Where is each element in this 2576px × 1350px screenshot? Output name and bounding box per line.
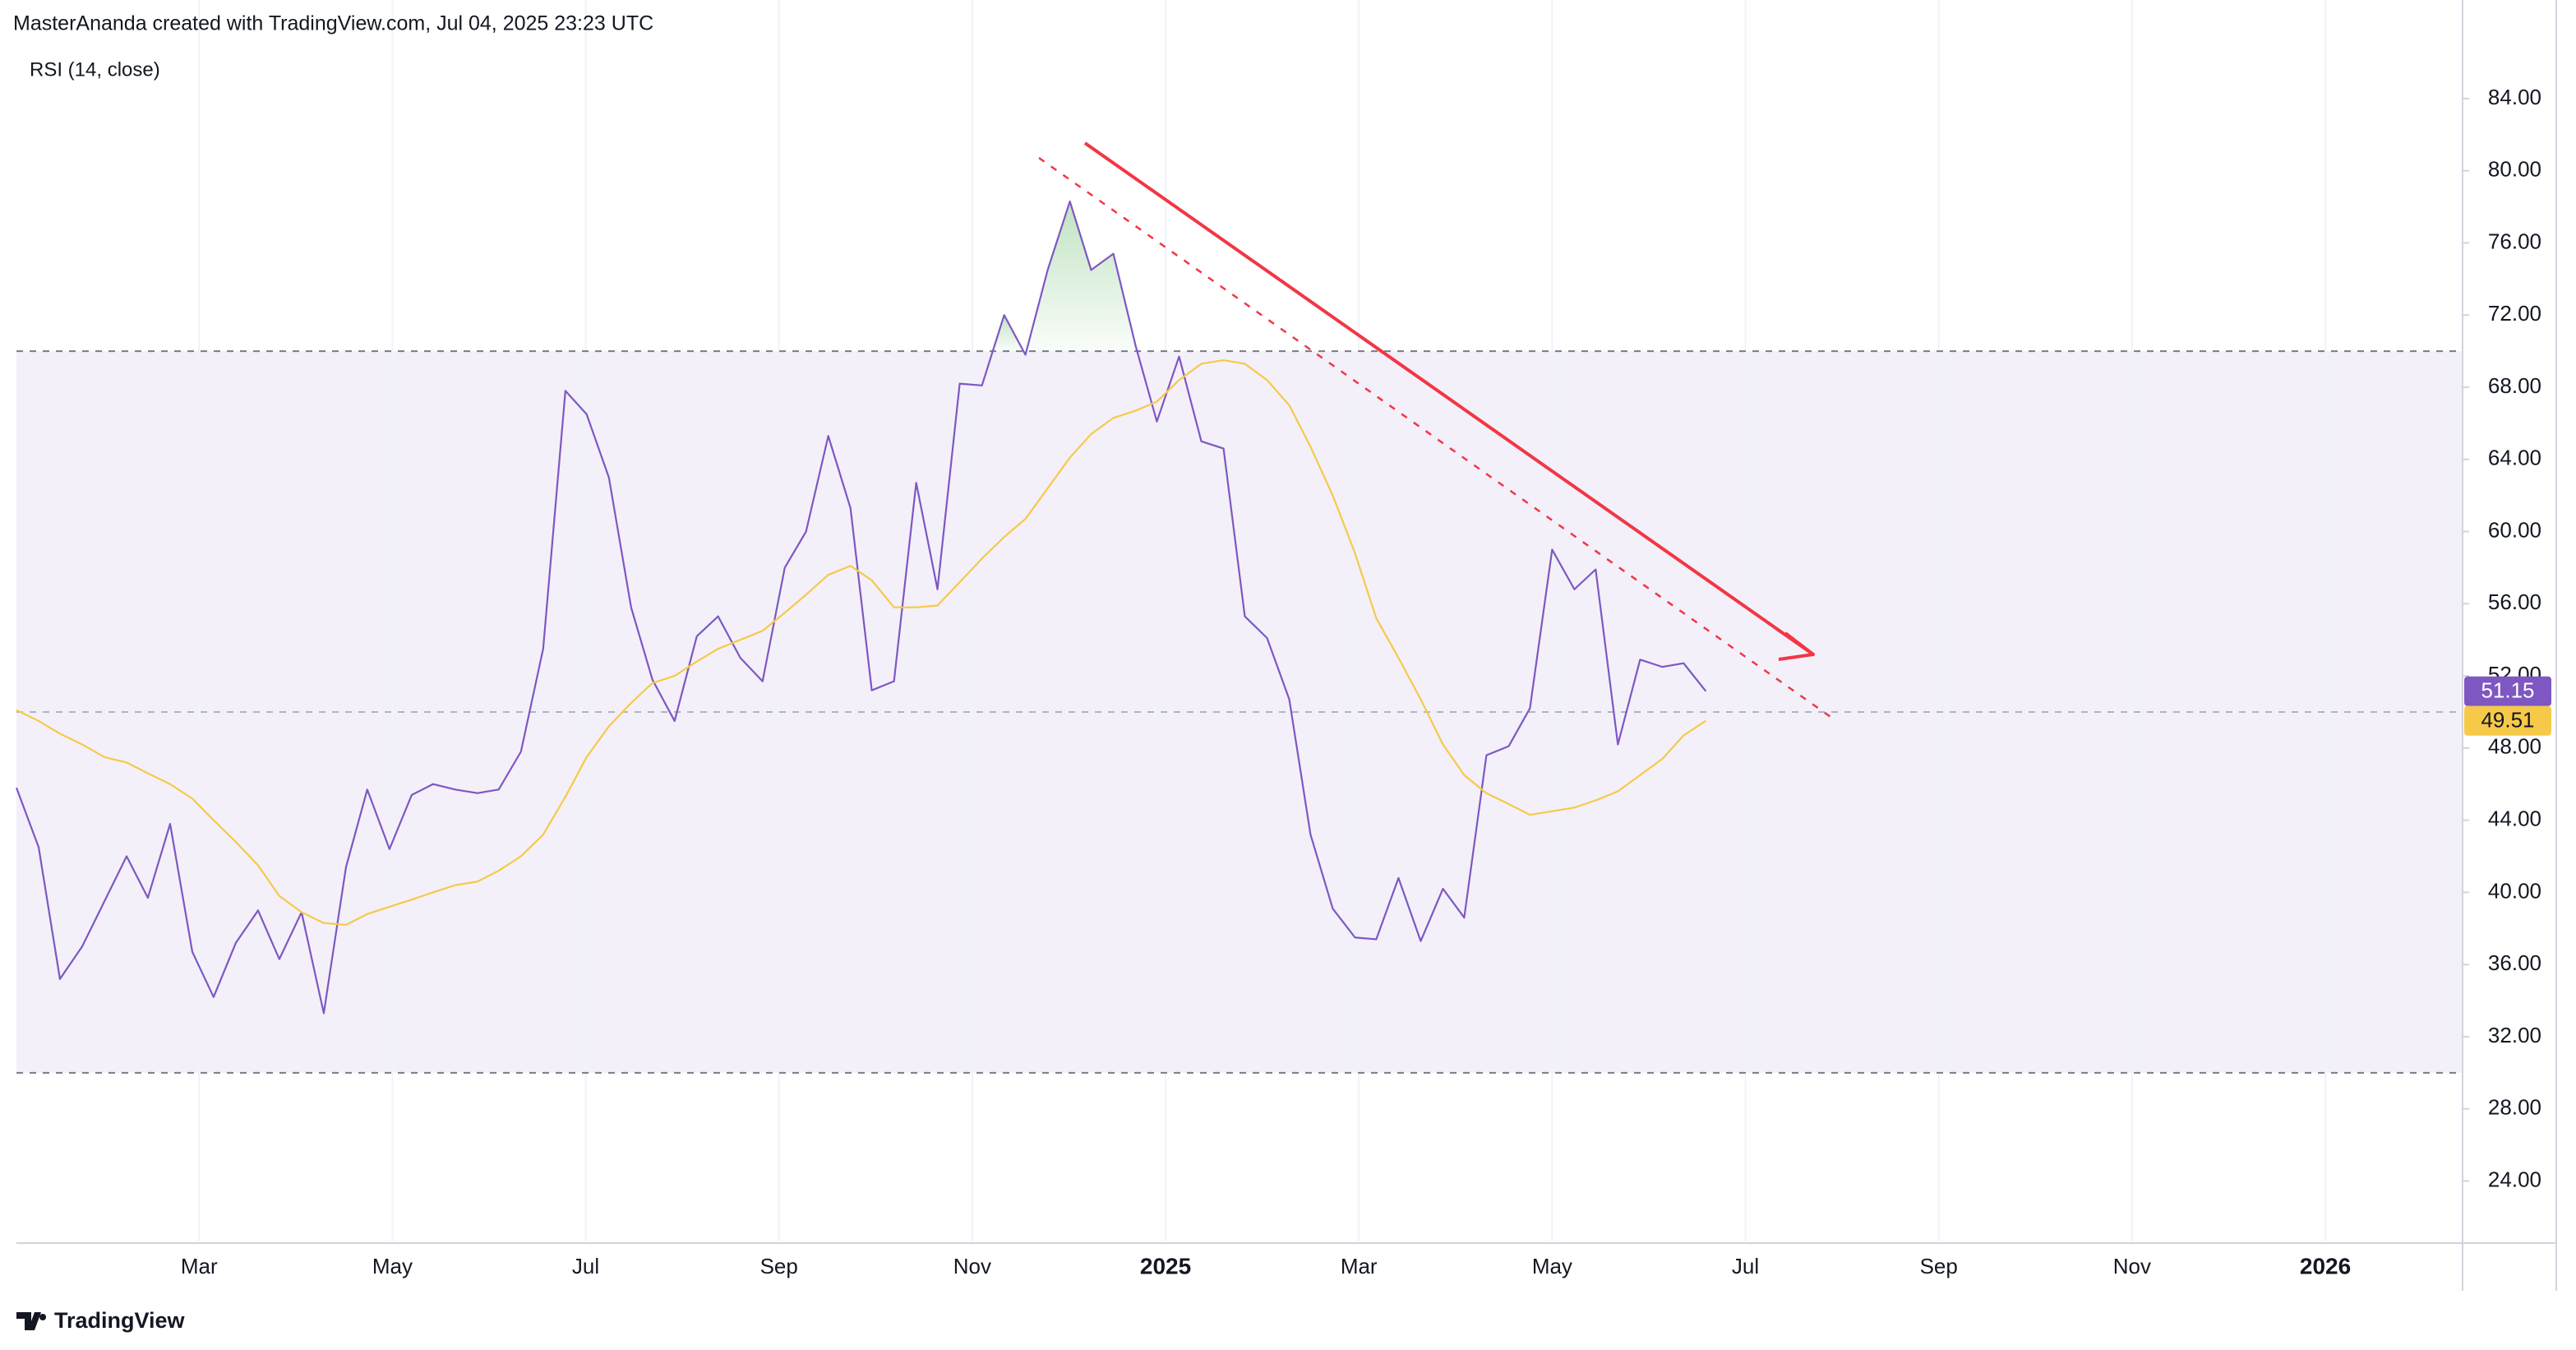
last-value-label: 51.15 <box>2481 678 2534 703</box>
overbought-fill <box>1026 201 1138 352</box>
y-tick-label: 76.00 <box>2488 229 2541 253</box>
series-line <box>16 358 1706 926</box>
y-tick-label: 44.00 <box>2488 807 2541 831</box>
y-tick-label: 40.00 <box>2488 878 2541 903</box>
x-tick-label: Jul <box>572 1254 599 1278</box>
y-tick-label: 68.00 <box>2488 373 2541 398</box>
x-tick-label: Sep <box>760 1254 798 1278</box>
x-tick-label: May <box>1532 1254 1572 1278</box>
overbought-fill <box>992 315 1024 352</box>
x-tick-label: Nov <box>2113 1254 2151 1278</box>
y-tick-label: 80.00 <box>2488 157 2541 182</box>
x-tick-label: 2026 <box>2300 1253 2351 1278</box>
y-tick-label: 36.00 <box>2488 950 2541 975</box>
x-tick-label: May <box>372 1254 413 1278</box>
y-tick-label: 72.00 <box>2488 301 2541 326</box>
y-tick-label: 24.00 <box>2488 1167 2541 1191</box>
last-value-label: 49.51 <box>2481 708 2534 733</box>
indicator-legend: RSI (14, close) <box>30 58 160 81</box>
credit: MasterAnanda created with TradingView.co… <box>13 12 653 35</box>
trend-arrow <box>1083 141 1815 656</box>
x-tick-label: Mar <box>181 1254 218 1278</box>
brand: TradingView <box>54 1308 186 1333</box>
logo <box>16 1312 47 1330</box>
last-value-box <box>2464 676 2551 706</box>
series-line <box>15 200 1707 1015</box>
y-tick-label: 60.00 <box>2488 517 2541 542</box>
x-tick-label: 2025 <box>1140 1253 1191 1278</box>
x-tick-label: Mar <box>1341 1254 1378 1278</box>
y-tick-label: 84.00 <box>2488 85 2541 109</box>
y-tick-label: 28.00 <box>2488 1095 2541 1120</box>
x-tick-label: Sep <box>1920 1254 1958 1278</box>
arrow-head <box>1778 631 1815 661</box>
x-tick-label: Nov <box>953 1254 991 1278</box>
x-tick-label: Jul <box>1732 1254 1759 1278</box>
y-tick-label: 56.00 <box>2488 589 2541 614</box>
y-tick-label: 64.00 <box>2488 446 2541 470</box>
y-tick-label: 32.00 <box>2488 1023 2541 1047</box>
plot-overlay <box>15 200 1707 1015</box>
plot-underlay <box>16 0 2463 1241</box>
y-tick-label: 48.00 <box>2488 734 2541 759</box>
last-value-box <box>2464 705 2551 736</box>
